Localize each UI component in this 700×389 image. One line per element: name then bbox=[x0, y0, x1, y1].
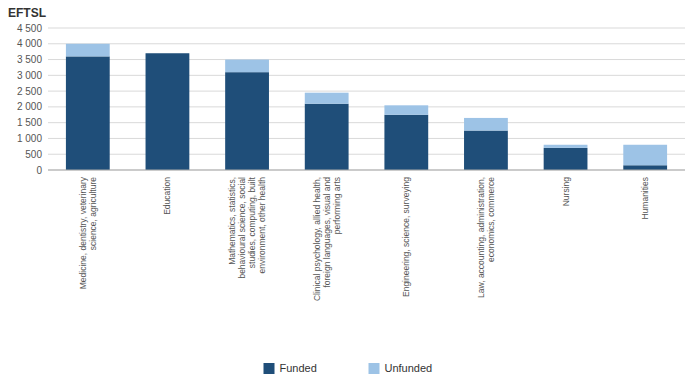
x-tick-label-line: performing arts bbox=[332, 177, 342, 234]
x-tick-label: Engineering, science, surveying bbox=[401, 177, 411, 297]
bar bbox=[623, 145, 667, 166]
x-tick-label: Mathematics, statistics,behavioural scie… bbox=[227, 176, 267, 278]
bar bbox=[225, 60, 269, 73]
x-axis-line bbox=[48, 170, 685, 171]
legend-swatch bbox=[264, 363, 275, 374]
y-axis-label: EFTSL bbox=[8, 6, 46, 20]
chart: EFTSL 0 500 1 000 1 500 2 000 2 500 3 000 3 500 4… bbox=[0, 0, 700, 389]
x-tick-label-line: behavioural science, social bbox=[237, 177, 247, 279]
x-tick-label-line: Mathematics, statistics, bbox=[227, 177, 237, 265]
bar bbox=[146, 53, 190, 170]
y-tick-label: 3 500 bbox=[17, 54, 42, 65]
grid-line bbox=[48, 43, 685, 44]
bar bbox=[66, 44, 110, 57]
bar bbox=[464, 131, 508, 170]
x-tick-label-line: science, agriculture bbox=[88, 177, 98, 251]
x-tick-label: Medicine, dentistry, veterinaryscience, … bbox=[78, 176, 98, 289]
x-tick-label: Clinical psychology, allied health,forei… bbox=[312, 177, 342, 301]
bar bbox=[384, 105, 428, 114]
y-tick-label: 1 500 bbox=[17, 117, 42, 128]
x-tick-label: Education bbox=[162, 177, 172, 215]
x-tick-label-line: foreign languages, visual and bbox=[322, 177, 332, 288]
x-tick-label-line: Medicine, dentistry, veterinary bbox=[78, 176, 88, 289]
x-tick-label-line: environment, other health bbox=[257, 177, 267, 274]
x-tick-label: Nursing bbox=[561, 177, 571, 207]
x-tick-label-line: Humanities bbox=[640, 177, 650, 220]
grid-line bbox=[48, 170, 685, 171]
legend-label: Funded bbox=[280, 362, 317, 374]
x-tick-label-line: Education bbox=[162, 177, 172, 215]
bar bbox=[464, 118, 508, 131]
x-tick-label-line: studies, computing, built bbox=[247, 176, 257, 268]
bar bbox=[305, 104, 349, 170]
grid-line bbox=[48, 138, 685, 139]
bar bbox=[66, 56, 110, 170]
legend: Funded Unfunded bbox=[264, 362, 433, 374]
legend-label: Unfunded bbox=[385, 362, 433, 374]
y-tick-label: 4 500 bbox=[17, 23, 42, 34]
y-tick-label: 3 000 bbox=[17, 70, 42, 81]
bar bbox=[225, 72, 269, 170]
grid bbox=[48, 28, 685, 170]
y-tick-label: 2 000 bbox=[17, 101, 42, 112]
x-tick-label: Humanities bbox=[640, 177, 650, 220]
bar bbox=[146, 53, 190, 54]
grid-line bbox=[48, 91, 685, 92]
grid-line bbox=[48, 59, 685, 60]
y-tick-label: 0 bbox=[36, 165, 42, 176]
y-tick-label: 1 000 bbox=[17, 133, 42, 144]
grid-line bbox=[48, 154, 685, 155]
bar bbox=[384, 115, 428, 170]
x-tick-label-line: Law, accounting, administration, bbox=[476, 177, 486, 298]
x-tick-label-line: economics, commerce bbox=[486, 177, 496, 262]
x-tick-label: Law, accounting, administration,economic… bbox=[476, 177, 496, 298]
bar bbox=[544, 148, 588, 170]
grid-line bbox=[48, 106, 685, 107]
grid-line bbox=[48, 122, 685, 123]
grid-line bbox=[48, 75, 685, 76]
x-tick-label-line: Clinical psychology, allied health, bbox=[312, 177, 322, 301]
legend-swatch bbox=[369, 363, 380, 374]
y-tick-label: 500 bbox=[25, 149, 42, 160]
y-tick-label: 2 500 bbox=[17, 86, 42, 97]
y-tick-label: 4 000 bbox=[17, 38, 42, 49]
bar bbox=[305, 93, 349, 104]
bar bbox=[623, 165, 667, 170]
x-tick-label-line: Engineering, science, surveying bbox=[401, 177, 411, 297]
bars bbox=[66, 44, 667, 170]
grid-line bbox=[48, 28, 685, 29]
bar bbox=[544, 145, 588, 148]
x-tick-label-line: Nursing bbox=[561, 177, 571, 207]
